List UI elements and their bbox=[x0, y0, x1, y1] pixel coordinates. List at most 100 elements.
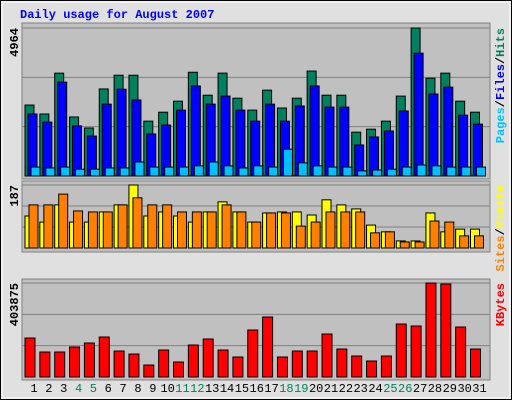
legend-separator: / bbox=[494, 228, 508, 235]
x-tick-label: 25 bbox=[383, 382, 397, 396]
bar bbox=[414, 241, 425, 249]
bar bbox=[60, 166, 71, 177]
bar bbox=[208, 161, 219, 177]
legend-entry: Sites bbox=[494, 235, 508, 271]
x-tick-label: 14 bbox=[220, 382, 234, 396]
bar bbox=[372, 169, 383, 177]
bar bbox=[339, 106, 350, 177]
bar bbox=[87, 211, 98, 249]
bar bbox=[220, 95, 231, 177]
bar bbox=[57, 81, 68, 177]
bar bbox=[459, 235, 470, 249]
bar bbox=[58, 193, 69, 249]
x-tick-label: 6 bbox=[105, 382, 112, 396]
bar bbox=[342, 166, 353, 177]
bar bbox=[357, 170, 368, 177]
bar bbox=[253, 165, 264, 177]
bar bbox=[470, 348, 481, 378]
bar bbox=[132, 197, 143, 249]
x-tick-label: 28 bbox=[428, 382, 442, 396]
legend-entry: Visits bbox=[494, 185, 508, 228]
bar bbox=[45, 167, 56, 177]
x-tick-label: 31 bbox=[472, 382, 486, 396]
legend-entry: Hits bbox=[494, 28, 508, 57]
bar bbox=[410, 325, 422, 378]
bar bbox=[399, 241, 410, 249]
bar bbox=[73, 210, 84, 249]
bar bbox=[247, 329, 259, 378]
bar bbox=[366, 360, 378, 378]
x-tick-label: 9 bbox=[149, 382, 156, 396]
bar bbox=[340, 211, 351, 249]
bar bbox=[325, 211, 336, 249]
bar bbox=[425, 282, 437, 378]
bar bbox=[380, 355, 392, 378]
x-tick-label: 2 bbox=[45, 382, 52, 396]
bar bbox=[276, 356, 288, 378]
bar bbox=[236, 211, 247, 249]
bar bbox=[54, 351, 66, 378]
bar bbox=[401, 166, 412, 177]
legend: Sites/Visits bbox=[494, 185, 508, 271]
bar bbox=[149, 166, 160, 177]
x-tick-label: 10 bbox=[160, 382, 174, 396]
bar bbox=[336, 348, 348, 378]
bar bbox=[164, 166, 175, 177]
bar bbox=[173, 361, 184, 378]
x-tick-label: 18 bbox=[279, 382, 293, 396]
bar bbox=[104, 167, 115, 177]
legend: Pages/Files/Hits bbox=[494, 28, 508, 143]
x-tick-label: 22 bbox=[339, 382, 353, 396]
bar bbox=[191, 211, 202, 249]
legend-entry: KBytes bbox=[494, 283, 508, 326]
bar bbox=[119, 167, 130, 177]
bar bbox=[190, 85, 201, 177]
bar bbox=[455, 326, 467, 378]
bar bbox=[101, 103, 112, 177]
x-tick-label: 12 bbox=[190, 382, 204, 396]
bar bbox=[295, 225, 306, 249]
bar bbox=[282, 148, 293, 177]
x-tick-label: 17 bbox=[264, 382, 278, 396]
bar bbox=[370, 232, 381, 249]
bar bbox=[128, 353, 140, 378]
bar bbox=[266, 212, 277, 249]
bar bbox=[187, 344, 199, 378]
x-tick-label: 19 bbox=[294, 382, 308, 396]
y-tick-label: 187 bbox=[8, 185, 22, 207]
bar bbox=[297, 162, 308, 177]
bar bbox=[206, 211, 217, 249]
bar bbox=[310, 221, 321, 249]
bar bbox=[143, 364, 155, 378]
bar bbox=[355, 211, 366, 249]
bar bbox=[395, 323, 407, 378]
legend-separator: / bbox=[494, 57, 508, 64]
x-tick-label: 5 bbox=[90, 382, 97, 396]
x-tick-label: 3 bbox=[60, 382, 67, 396]
bar bbox=[193, 165, 204, 177]
x-tick-label: 11 bbox=[175, 382, 189, 396]
bar bbox=[147, 204, 158, 249]
bar bbox=[443, 86, 454, 177]
bar bbox=[474, 235, 484, 249]
x-tick-label: 21 bbox=[324, 382, 338, 396]
bar bbox=[265, 103, 276, 177]
bar bbox=[162, 204, 173, 249]
bar bbox=[386, 168, 397, 177]
bar bbox=[431, 165, 442, 177]
bar bbox=[83, 342, 95, 378]
bar bbox=[262, 316, 274, 378]
bar bbox=[476, 166, 486, 177]
bar bbox=[327, 166, 338, 177]
legend: KBytes bbox=[494, 283, 508, 326]
x-tick-label: 30 bbox=[457, 382, 471, 396]
bar bbox=[291, 350, 303, 378]
bar bbox=[221, 204, 232, 249]
bar bbox=[117, 204, 128, 249]
x-tick-label: 8 bbox=[134, 382, 141, 396]
bar bbox=[102, 211, 113, 249]
bar bbox=[98, 336, 110, 378]
bar bbox=[69, 346, 81, 378]
